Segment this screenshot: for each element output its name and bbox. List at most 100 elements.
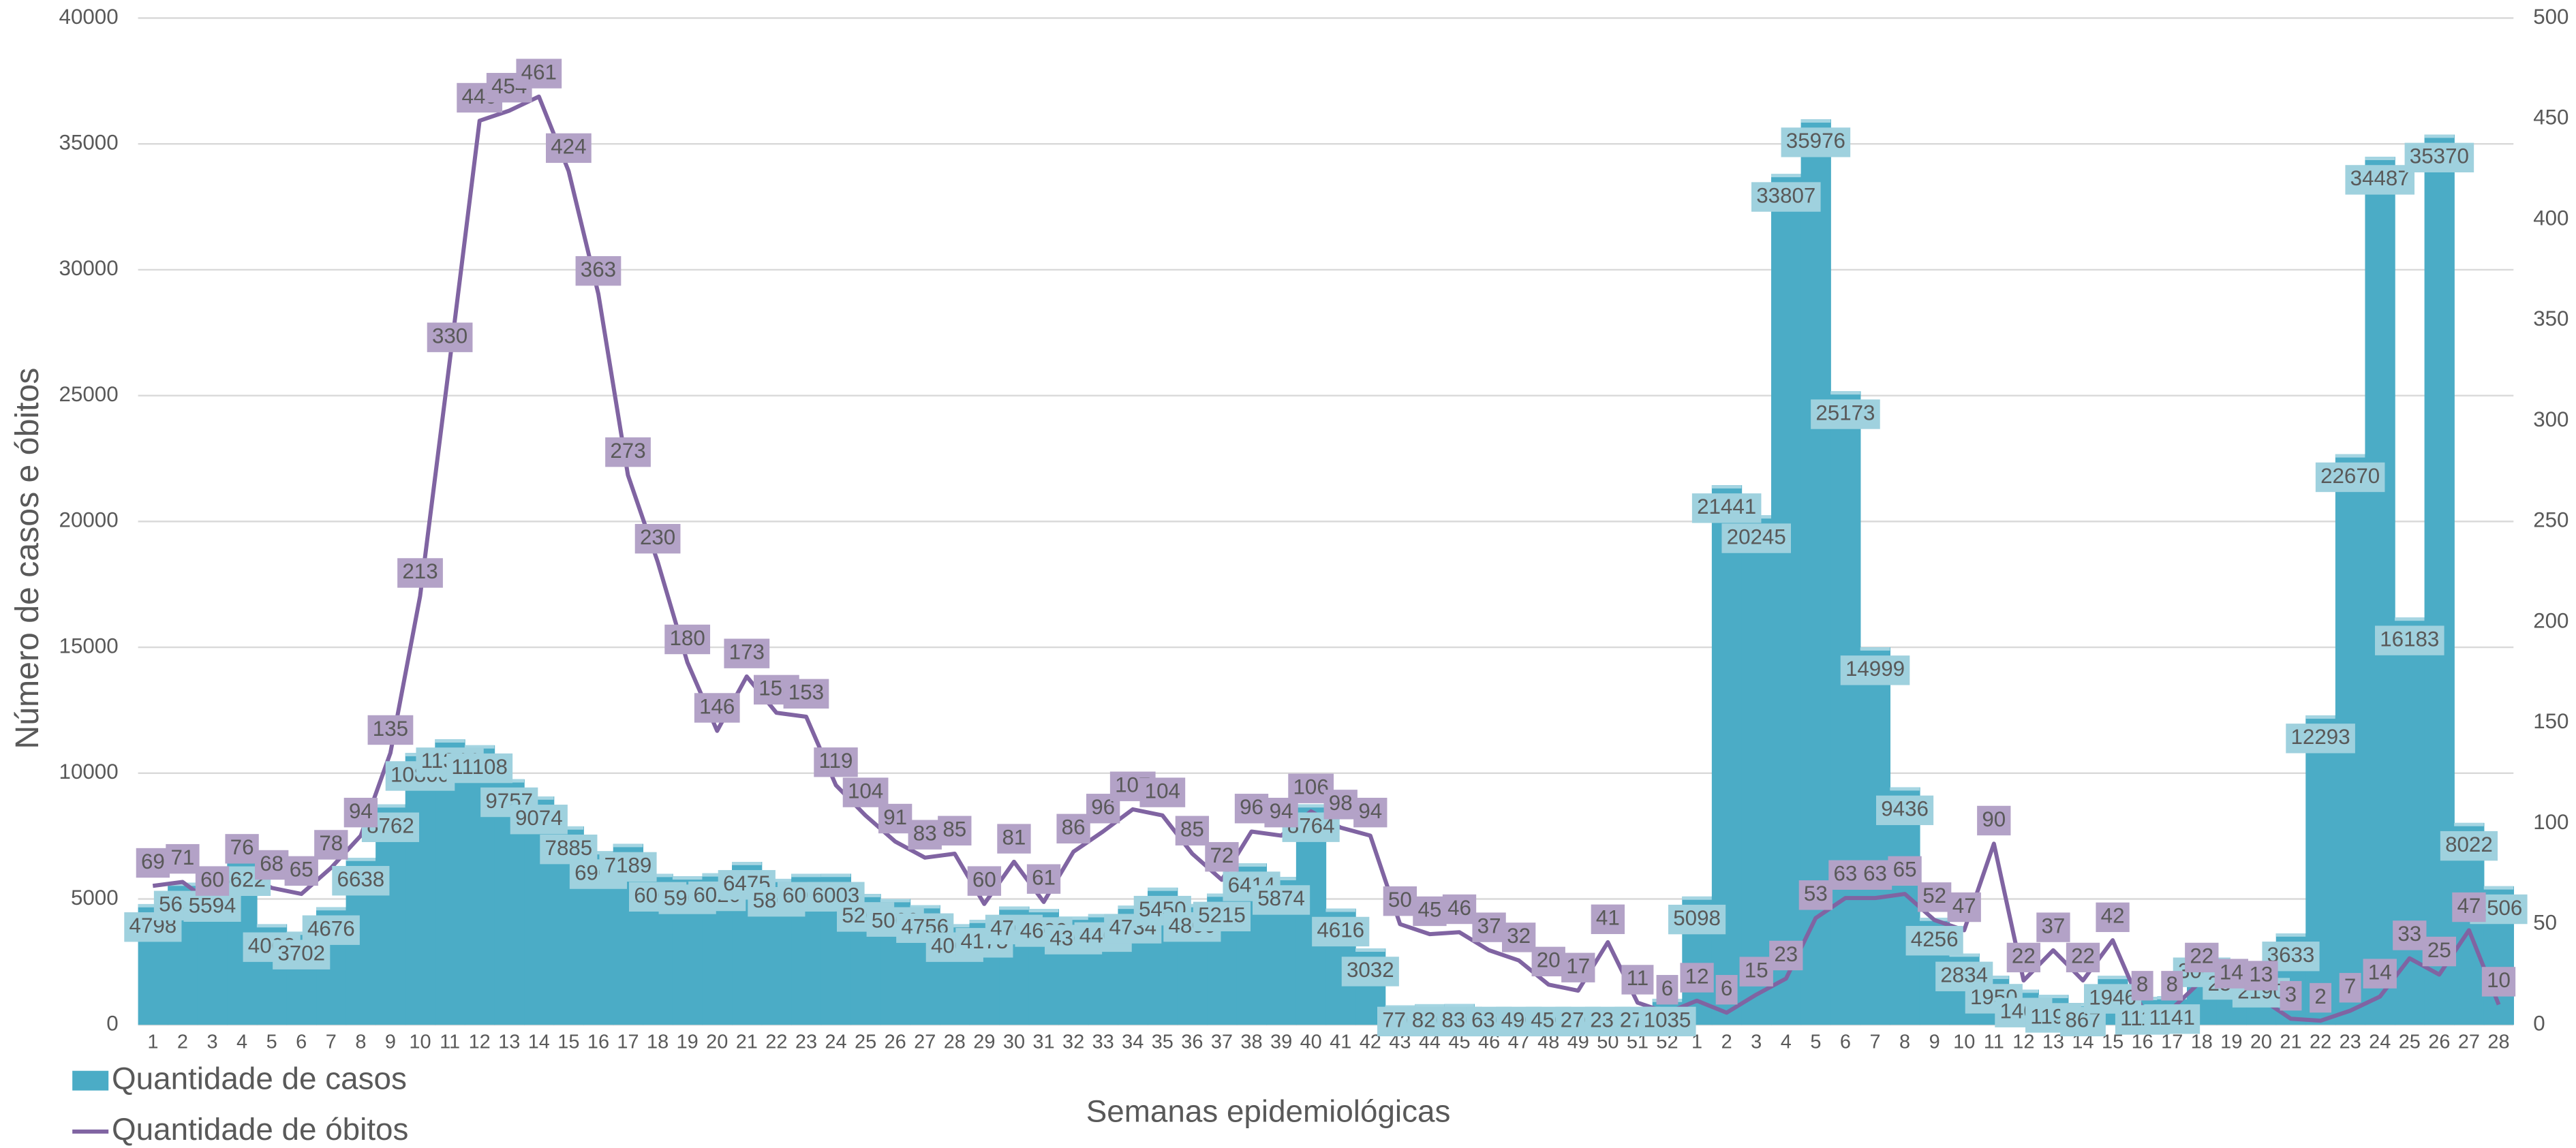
data-label: 14 bbox=[2368, 960, 2392, 984]
x-tick-label: 37 bbox=[1211, 1031, 1233, 1053]
data-label-box bbox=[1026, 864, 1061, 894]
data-label: 5215 bbox=[1198, 903, 1246, 927]
data-label-box bbox=[2404, 142, 2474, 173]
data-label: 23 bbox=[1774, 942, 1798, 966]
bar bbox=[1741, 515, 1772, 1025]
x-tick-label: 26 bbox=[885, 1031, 906, 1053]
data-label-box bbox=[1056, 813, 1090, 843]
data-label-box bbox=[1139, 777, 1186, 807]
bar bbox=[1771, 174, 1802, 1025]
x-tick-label: 31 bbox=[1032, 1031, 1054, 1053]
data-label: 42 bbox=[2101, 904, 2125, 928]
y-tick-label: 15000 bbox=[59, 634, 119, 657]
x-tick-label: 15 bbox=[557, 1031, 579, 1053]
data-label-box bbox=[1531, 946, 1565, 977]
data-label-box bbox=[1312, 916, 1370, 947]
bar-top bbox=[1028, 909, 1059, 913]
x-tick-label: 19 bbox=[677, 1031, 699, 1053]
data-label-box bbox=[2066, 942, 2100, 973]
data-label-box bbox=[605, 437, 651, 467]
data-label: 37 bbox=[1477, 914, 1501, 937]
data-label-box bbox=[1668, 904, 1726, 935]
data-label-box bbox=[842, 777, 889, 807]
bar bbox=[1890, 787, 1920, 1025]
bar-top bbox=[1236, 863, 1267, 867]
data-label-box bbox=[2375, 625, 2444, 655]
data-label-box bbox=[284, 856, 318, 886]
y2-tick-label: 100 bbox=[2533, 810, 2569, 834]
x-tick-label: 16 bbox=[587, 1031, 609, 1053]
bar bbox=[464, 745, 495, 1025]
x-tick-label: 1 bbox=[147, 1031, 158, 1053]
data-label-box bbox=[1715, 975, 1738, 1005]
data-label: 25 bbox=[2427, 938, 2451, 962]
data-label-box bbox=[1739, 957, 1773, 987]
bar bbox=[524, 796, 555, 1025]
data-label: 35976 bbox=[1786, 129, 1845, 153]
y2-tick-label: 250 bbox=[2533, 508, 2569, 532]
x-tick-label: 20 bbox=[2250, 1031, 2272, 1053]
data-label-box bbox=[1472, 912, 1506, 942]
bar-top bbox=[435, 739, 465, 743]
bar-top bbox=[732, 862, 762, 865]
data-label: 85 bbox=[942, 818, 966, 841]
data-label-box bbox=[1193, 901, 1251, 931]
bar-top bbox=[2424, 134, 2455, 138]
bar-top bbox=[464, 745, 495, 749]
data-label-box bbox=[546, 133, 592, 164]
x-tick-label: 22 bbox=[765, 1031, 787, 1053]
data-label-box bbox=[2481, 967, 2516, 997]
data-label: 3702 bbox=[277, 941, 325, 965]
data-label: 146 bbox=[699, 694, 735, 718]
x-tick-label: 8 bbox=[1899, 1031, 1910, 1053]
bar-top bbox=[2483, 886, 2514, 890]
x-tick-label: 25 bbox=[2399, 1031, 2421, 1053]
data-label: 20 bbox=[1537, 948, 1561, 972]
data-label-box bbox=[516, 59, 562, 89]
data-label-box bbox=[332, 866, 390, 896]
bar-top bbox=[2098, 976, 2128, 980]
data-label: 153 bbox=[788, 681, 824, 704]
x-tick-label: 27 bbox=[914, 1031, 936, 1053]
data-label: 13 bbox=[2250, 962, 2273, 986]
x-tick-label: 17 bbox=[2161, 1031, 2183, 1053]
bar-top bbox=[1415, 1004, 1445, 1008]
y2-tick-label: 0 bbox=[2533, 1011, 2545, 1035]
y-tick-label: 35000 bbox=[59, 131, 119, 155]
bar-top bbox=[1177, 903, 1208, 907]
data-label: 2834 bbox=[1940, 963, 1988, 987]
bar bbox=[2305, 715, 2336, 1025]
data-label-box bbox=[1253, 885, 1310, 915]
data-label-box bbox=[1442, 894, 1477, 925]
bar-top bbox=[2365, 157, 2395, 161]
x-tick-label: 9 bbox=[1929, 1031, 1940, 1053]
bar-top bbox=[1058, 916, 1088, 920]
data-label: 8 bbox=[2136, 972, 2148, 996]
data-label-box bbox=[908, 820, 942, 850]
data-label: 15 bbox=[1745, 958, 1768, 982]
bar-top bbox=[850, 894, 880, 897]
data-label: 47 bbox=[1952, 894, 1976, 918]
bar-top bbox=[256, 924, 287, 928]
data-label-box bbox=[1811, 399, 1880, 429]
data-label: 173 bbox=[729, 640, 765, 664]
x-tick-label: 19 bbox=[2220, 1031, 2242, 1053]
data-label-box bbox=[1680, 963, 1714, 993]
x-tick-label: 10 bbox=[409, 1031, 431, 1053]
data-label-box bbox=[694, 693, 740, 723]
data-label: 22 bbox=[2190, 944, 2213, 968]
bar-top bbox=[910, 905, 940, 909]
bar-top bbox=[1148, 887, 1178, 891]
data-label-box bbox=[1175, 816, 1210, 846]
x-tick-label: 32 bbox=[1062, 1031, 1084, 1053]
bar-top bbox=[999, 906, 1029, 910]
bar-top bbox=[2305, 715, 2335, 719]
bar-top bbox=[880, 899, 910, 903]
x-tick-label: 28 bbox=[2487, 1031, 2509, 1053]
data-label: 3032 bbox=[1347, 958, 1394, 982]
x-tick-label: 14 bbox=[528, 1031, 550, 1053]
x-tick-label: 7 bbox=[1869, 1031, 1880, 1053]
data-label: 72 bbox=[1210, 843, 1234, 867]
bar bbox=[1860, 647, 1891, 1025]
data-label: 21441 bbox=[1697, 495, 1756, 518]
